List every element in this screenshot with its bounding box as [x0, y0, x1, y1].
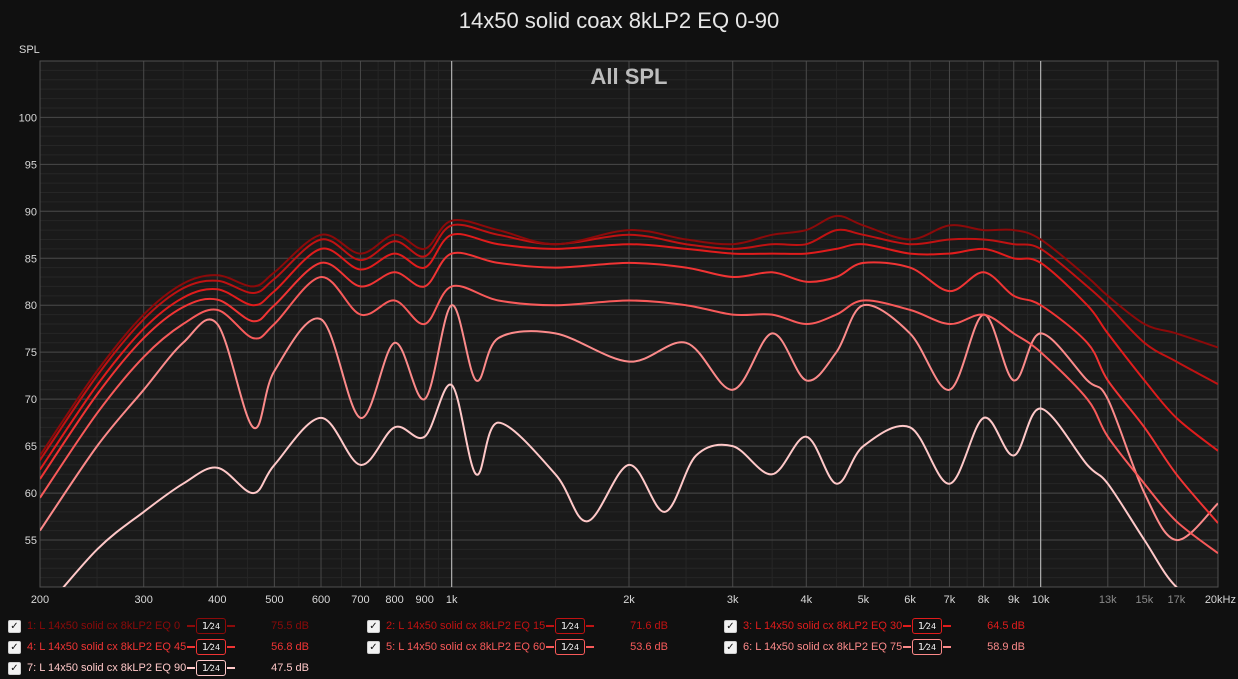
- legend-series-name: 2: L 14x50 solid cx 8kLP2 EQ 15: [386, 620, 546, 632]
- series-line-7: [62, 383, 1178, 587]
- cursor-lines[interactable]: [451, 61, 1042, 587]
- x-tick-label: 600: [312, 594, 330, 606]
- x-tick-label: 13k: [1099, 594, 1117, 606]
- legend-swatch-line: [187, 667, 195, 669]
- legend-series-name: 3: L 14x50 solid cx 8kLP2 EQ 30: [743, 620, 903, 632]
- series-visibility-checkbox[interactable]: ✓: [8, 661, 21, 675]
- chart-subtitle: All SPL: [590, 64, 667, 89]
- legend-entry-3: ✓ 3: L 14x50 solid cx 8kLP2 EQ 30 1⁄ 24 64.5…: [724, 616, 1025, 636]
- series-line-5: [40, 276, 1218, 554]
- legend-cursor-value: 75.5 dB: [271, 620, 309, 632]
- x-tick-label: 17k: [1168, 594, 1186, 606]
- legend-entry-6: ✓ 6: L 14x50 solid cx 8kLP2 EQ 75 1⁄ 24 58.9…: [724, 637, 1025, 657]
- legend-swatch-line: [586, 625, 594, 627]
- x-tick-labels: 200 300 400 500 600 700 800 900 1k 2k 3k 4k 5k 6k 7k 8k…: [31, 594, 1236, 606]
- legend-series-name: 6: L 14x50 solid cx 8kLP2 EQ 75: [743, 641, 903, 653]
- x-tick-label: 300: [135, 594, 153, 606]
- x-tick-label: 800: [385, 594, 403, 606]
- x-tick-label: 10k: [1032, 594, 1050, 606]
- y-tick-label: 100: [19, 112, 37, 124]
- legend-cursor-value: 58.9 dB: [987, 641, 1025, 653]
- legend: ✓ 1: L 14x50 solid cx 8kLP2 EQ 0 1⁄ 24 75.5 …: [0, 614, 1238, 679]
- y-tick-label: 60: [25, 488, 37, 500]
- legend-entry-2: ✓ 2: L 14x50 solid cx 8kLP2 EQ 15 1⁄ 24 71.6…: [367, 616, 668, 636]
- smoothing-badge[interactable]: 1⁄ 24: [196, 639, 226, 655]
- chart-title: 14x50 solid coax 8kLP2 EQ 0-90: [458, 8, 780, 33]
- series-visibility-checkbox[interactable]: ✓: [367, 640, 380, 654]
- legend-swatch-line: [546, 625, 554, 627]
- x-tick-label: 900: [416, 594, 434, 606]
- x-tick-label: 20kHz: [1205, 594, 1236, 606]
- legend-swatch-line: [227, 667, 235, 669]
- x-tick-label: 1k: [446, 594, 458, 606]
- legend-entry-7: ✓ 7: L 14x50 solid cx 8kLP2 EQ 90 1⁄ 24 47.5…: [8, 658, 309, 678]
- series-visibility-checkbox[interactable]: ✓: [724, 640, 737, 654]
- legend-cursor-value: 64.5 dB: [987, 620, 1025, 632]
- x-tick-label: 7k: [944, 594, 956, 606]
- smoothing-badge[interactable]: 1⁄ 24: [912, 618, 942, 634]
- legend-entry-5: ✓ 5: L 14x50 solid cx 8kLP2 EQ 60 1⁄ 24 53.6…: [367, 637, 668, 657]
- legend-cursor-value: 47.5 dB: [271, 662, 309, 674]
- spl-chart: 200 300 400 500 600 700 800 900 1k 2k 3k 4k 5k 6k 7k 8k…: [19, 44, 1236, 606]
- y-tick-label: 95: [25, 159, 37, 171]
- x-tick-label: 3k: [727, 594, 739, 606]
- series-visibility-checkbox[interactable]: ✓: [367, 619, 380, 633]
- x-tick-label: 8k: [978, 594, 990, 606]
- legend-swatch-line: [586, 646, 594, 648]
- legend-swatch-line: [943, 646, 951, 648]
- legend-cursor-value: 56.8 dB: [271, 641, 309, 653]
- smoothing-badge[interactable]: 1⁄ 24: [196, 660, 226, 676]
- series-line-2: [40, 223, 1218, 461]
- series-visibility-checkbox[interactable]: ✓: [8, 640, 21, 654]
- y-tick-label: 90: [25, 206, 37, 218]
- legend-entry-1: ✓ 1: L 14x50 solid cx 8kLP2 EQ 0 1⁄ 24 75.5 …: [8, 616, 309, 636]
- y-axis-label: SPL: [19, 44, 40, 56]
- legend-cursor-value: 71.6 dB: [630, 620, 668, 632]
- x-tick-label: 6k: [904, 594, 916, 606]
- legend-entry-4: ✓ 4: L 14x50 solid cx 8kLP2 EQ 45 1⁄ 24 56.8…: [8, 637, 309, 657]
- series-line-1: [40, 214, 1218, 457]
- series-line-3: [40, 232, 1218, 471]
- y-tick-label: 85: [25, 253, 37, 265]
- legend-series-name: 7: L 14x50 solid cx 8kLP2 EQ 90: [27, 662, 187, 674]
- legend-swatch-line: [187, 646, 195, 648]
- legend-series-name: 1: L 14x50 solid cx 8kLP2 EQ 0: [27, 620, 181, 632]
- y-tick-label: 75: [25, 347, 37, 359]
- legend-swatch-line: [546, 646, 554, 648]
- plot-frame: [39, 60, 1219, 588]
- legend-series-name: 4: L 14x50 solid cx 8kLP2 EQ 45: [27, 641, 187, 653]
- smoothing-badge[interactable]: 1⁄ 24: [196, 618, 226, 634]
- legend-cursor-value: 53.6 dB: [630, 641, 668, 653]
- x-tick-label: 15k: [1136, 594, 1154, 606]
- smoothing-badge[interactable]: 1⁄ 24: [555, 639, 585, 655]
- legend-swatch-line: [943, 625, 951, 627]
- y-tick-label: 70: [25, 394, 37, 406]
- x-tick-label: 400: [208, 594, 226, 606]
- series-visibility-checkbox[interactable]: ✓: [8, 619, 21, 633]
- x-tick-label: 5k: [858, 594, 870, 606]
- series-lines: [40, 214, 1218, 587]
- smoothing-badge[interactable]: 1⁄ 24: [555, 618, 585, 634]
- legend-swatch-line: [903, 646, 911, 648]
- y-tick-label: 55: [25, 535, 37, 547]
- x-tick-label: 4k: [800, 594, 812, 606]
- x-tick-label: 700: [351, 594, 369, 606]
- series-line-4: [40, 251, 1218, 524]
- series-visibility-checkbox[interactable]: ✓: [724, 619, 737, 633]
- smoothing-badge[interactable]: 1⁄ 24: [912, 639, 942, 655]
- legend-swatch-line: [187, 625, 195, 627]
- y-tick-label: 65: [25, 441, 37, 453]
- series-line-6: [40, 303, 1218, 541]
- legend-series-name: 5: L 14x50 solid cx 8kLP2 EQ 60: [386, 641, 546, 653]
- y-tick-label: 80: [25, 300, 37, 312]
- legend-swatch-line: [903, 625, 911, 627]
- legend-swatch-line: [227, 625, 235, 627]
- grid-major: [39, 60, 1219, 588]
- y-tick-labels: 55 60 65 70 75 80 85 90 95 100: [19, 112, 37, 547]
- x-tick-label: 9k: [1008, 594, 1020, 606]
- legend-swatch-line: [227, 646, 235, 648]
- x-tick-label: 500: [265, 594, 283, 606]
- x-tick-label: 2k: [623, 594, 635, 606]
- x-tick-label: 200: [31, 594, 49, 606]
